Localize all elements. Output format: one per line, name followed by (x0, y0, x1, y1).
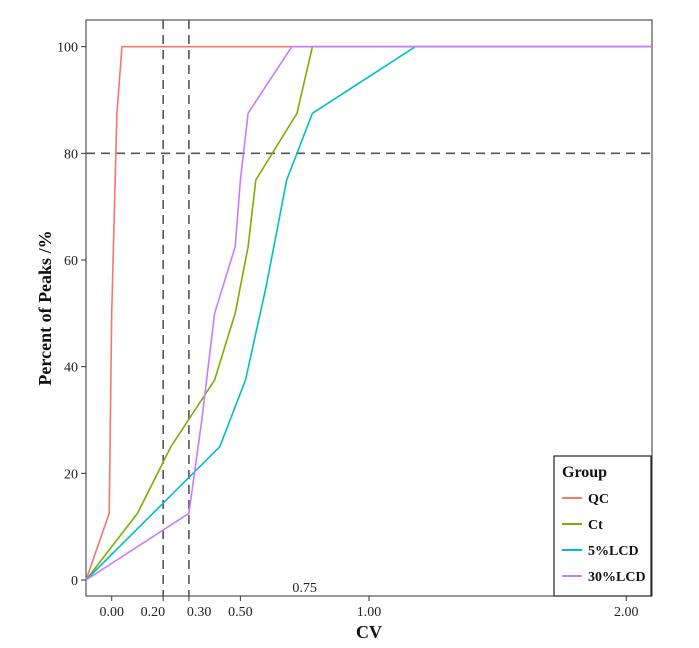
legend-label: 5%LCD (588, 544, 639, 559)
legend-box (553, 455, 652, 597)
series-line-5lcd (85, 45, 652, 581)
x-axis: 0.00 0.20 0.30 0.50 1.00 2.00 0.75 (99, 581, 638, 620)
y-tick-label: 60 (64, 254, 78, 269)
y-tick-label: 80 (64, 147, 78, 162)
legend-items: QC Ct 5%LCD 30%LCD (562, 492, 646, 585)
y-tick-label: 100 (57, 41, 78, 56)
x-tick-label: 0.30 (187, 605, 212, 620)
legend-label: QC (588, 492, 609, 507)
y-tick-label: 40 (64, 361, 78, 376)
y-axis: 0 20 40 60 80 100 (57, 41, 86, 589)
series-line-30lcd (85, 45, 652, 581)
legend-label: Ct (588, 518, 603, 533)
x-tick-label: 0.20 (141, 605, 166, 620)
x-tick-label: 2.00 (614, 605, 639, 620)
y-axis-title: Percent of Peaks /% (35, 230, 55, 385)
y-tick-label: 0 (71, 574, 78, 589)
y-tick-label: 20 (64, 467, 78, 482)
series-layer (85, 45, 652, 581)
series-line-ct (85, 45, 652, 581)
reference-lines (86, 20, 652, 596)
x-tick-label: 0.00 (99, 605, 124, 620)
x-axis-title: CV (356, 622, 382, 642)
series-line-qc (85, 45, 652, 581)
x-tick-label: 1.00 (357, 605, 382, 620)
x-tick-label: 0.50 (228, 605, 253, 620)
x-tick-label: 0.75 (292, 581, 317, 596)
legend: Group QC Ct 5%LCD 30%LCD (553, 455, 652, 597)
legend-label: 30%LCD (588, 570, 646, 585)
legend-title: Group (562, 464, 607, 481)
